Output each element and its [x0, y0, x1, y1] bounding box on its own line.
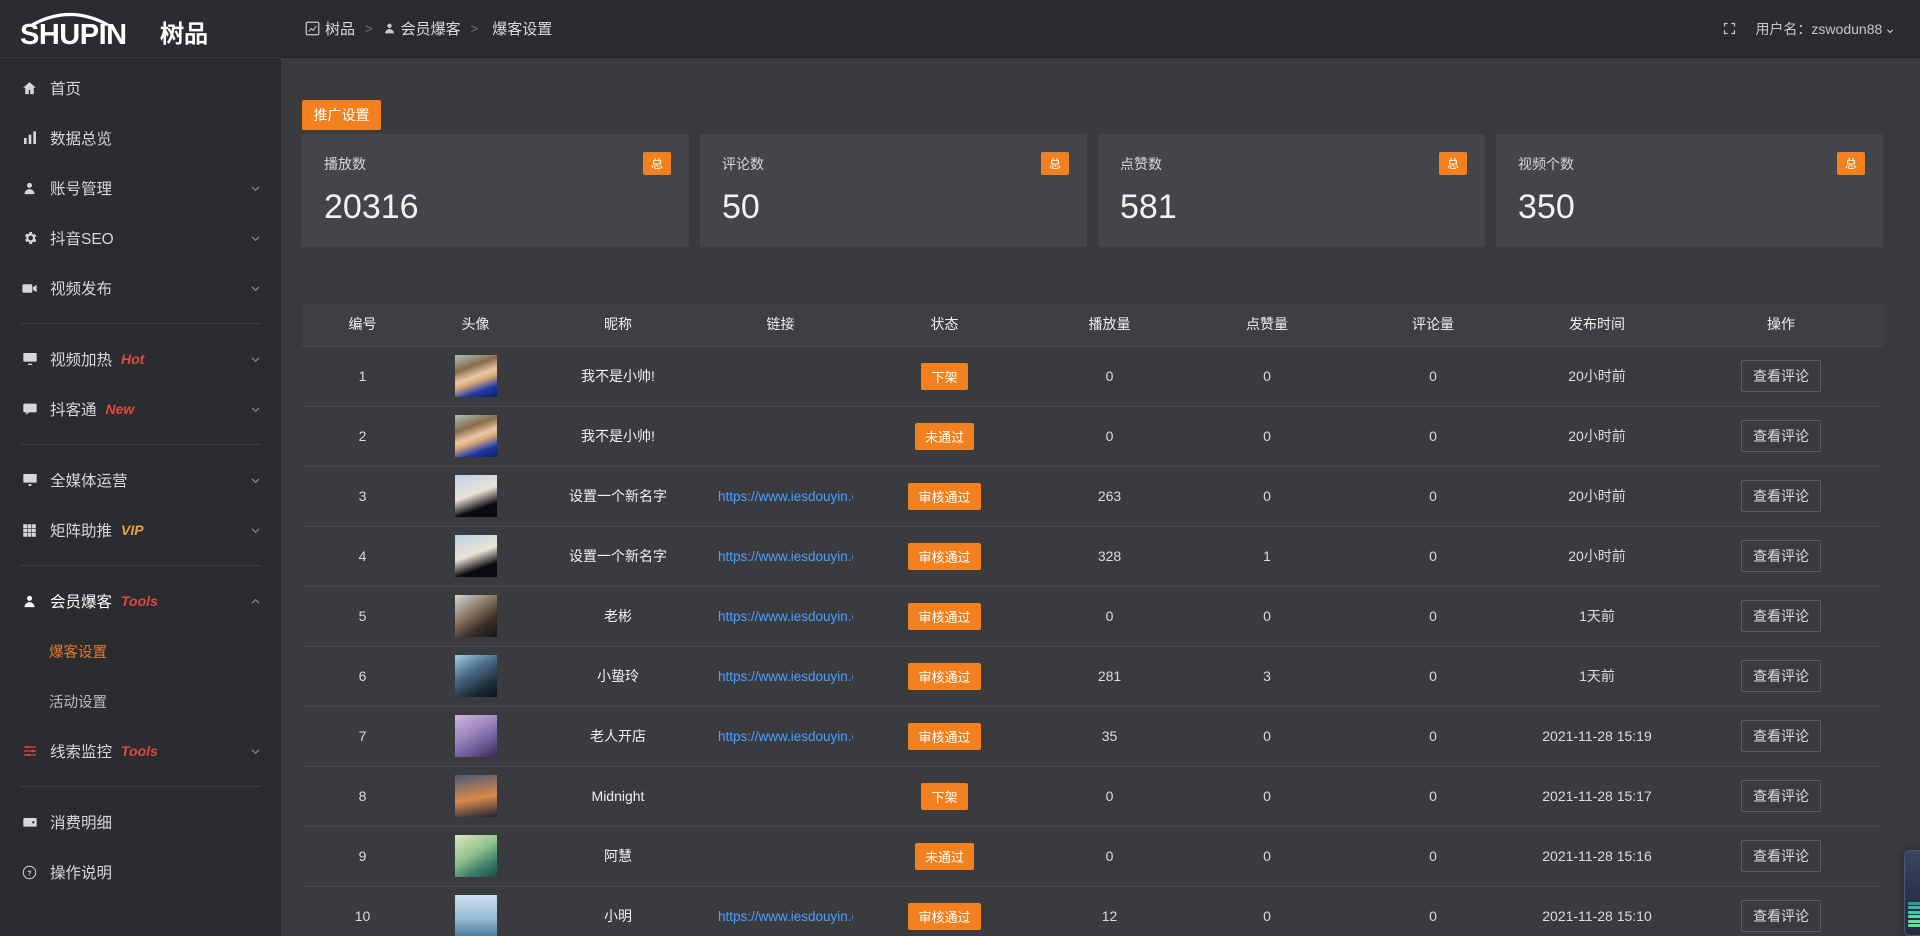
svg-text:SHUPIN: SHUPIN: [20, 19, 127, 49]
svg-text:树品: 树品: [160, 21, 208, 48]
svg-text:?: ?: [27, 870, 31, 877]
